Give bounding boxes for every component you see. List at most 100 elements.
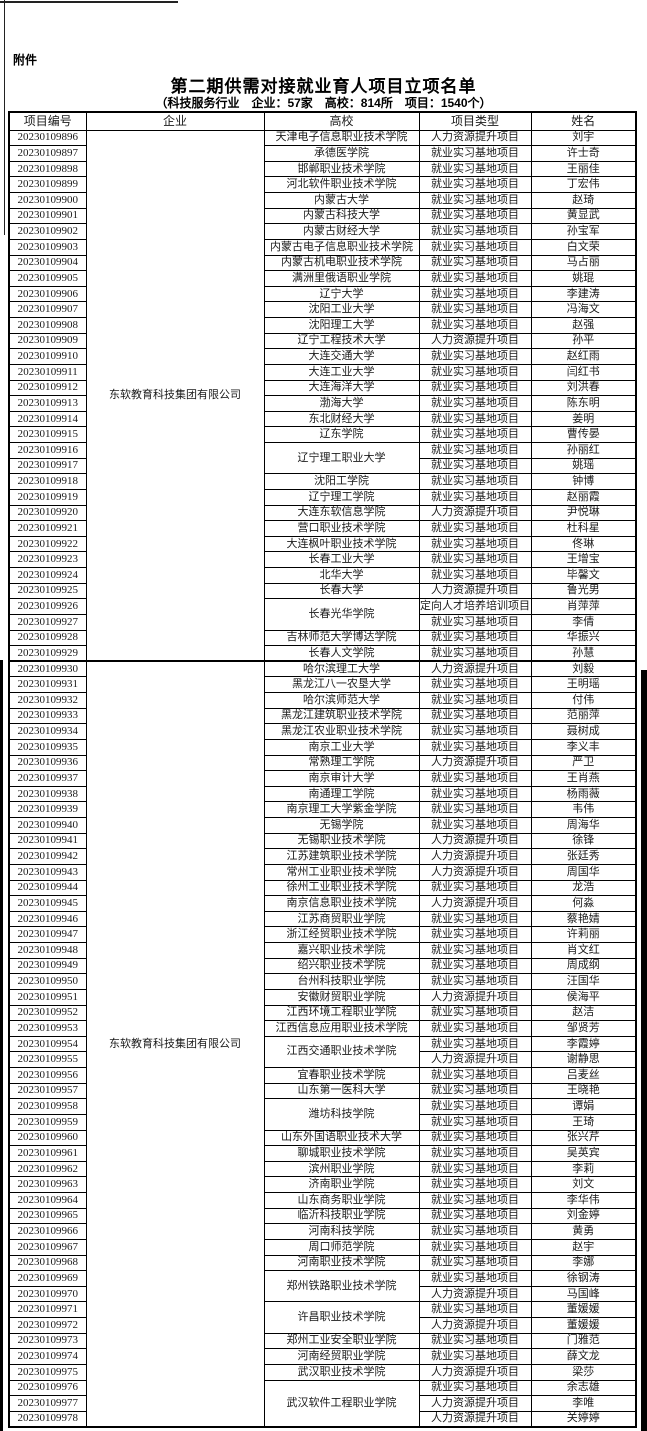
person-name-cell: 汪国华 [530, 973, 637, 990]
project-id-cell: 20230109920 [8, 504, 87, 522]
project-type-cell: 就业实习基地项目 [418, 457, 532, 475]
project-id-cell: 20230109959 [8, 1113, 87, 1131]
table-row: 20230109930 东软教育科技集团有限公司 哈尔滨理工大学 人力资源提升项目 刘毅 [8, 660, 637, 1428]
school-cell: 江西环境工程职业学院 [263, 1004, 420, 1022]
project-id-cell: 20230109913 [8, 395, 87, 412]
project-type-cell: 人力资源提升项目 [418, 848, 532, 865]
project-type-cell: 就业实习基地项目 [418, 379, 532, 397]
project-id-cell: 20230109931 [8, 676, 87, 693]
project-type-cell: 就业实习基地项目 [418, 301, 532, 318]
person-name-cell: 赵强 [530, 317, 637, 334]
project-type-cell: 就业实习基地项目 [418, 395, 532, 412]
school-cell: 渤海大学 [263, 395, 420, 412]
project-id-cell: 20230109939 [8, 801, 87, 818]
scan-edge-right-bar [641, 670, 647, 1431]
table-row: 20230109963 济南职业学院 就业实习基地项目 刘文 [8, 1176, 637, 1193]
table-row: 20230109939 南京理工大学紫金学院 就业实习基地项目 韦伟 [8, 801, 637, 818]
person-name-cell: 王肖燕 [530, 770, 637, 787]
table-row: 20230109957 山东第一医科大学 就业实习基地项目 王晓艳 [8, 1082, 637, 1100]
school-cell: 南通理工学院 [263, 785, 420, 803]
table-row: 20230109971 许昌职业技术学院 就业实习基地项目 董媛媛 [8, 1301, 637, 1334]
school-cell: 黑龙江农业职业技术学院 [263, 723, 420, 740]
project-id-cell: 20230109916 [8, 442, 87, 459]
table-row: 20230109948 嘉兴职业技术学院 就业实习基地项目 肖文红 [8, 942, 637, 959]
table-row: 20230109970 人力资源提升项目 马国峰 [8, 1285, 637, 1303]
school-cell: 黑龙江八一农垦大学 [263, 676, 420, 693]
person-name-cell: 闫红书 [530, 363, 637, 381]
project-id-cell: 20230109948 [8, 942, 87, 959]
school-cell: 大连东软信息学院 [263, 504, 420, 522]
table-row: 20230109922 大连枫叶职业技术学院 就业实习基地项目 佟琳 [8, 535, 637, 553]
school-cell: 临沂科技职业学院 [263, 1207, 420, 1225]
project-type-cell: 就业实习基地项目 [418, 910, 532, 928]
person-name-cell: 王晓艳 [530, 1082, 637, 1100]
school-cell: 南京理工大学紫金学院 [263, 801, 420, 818]
project-id-cell: 20230109909 [8, 332, 87, 350]
project-type-cell: 人力资源提升项目 [418, 1363, 532, 1381]
person-name-cell: 华振兴 [530, 629, 637, 647]
table-row: 20230109913 渤海大学 就业实习基地项目 陈东明 [8, 395, 637, 412]
project-type-cell: 就业实习基地项目 [418, 317, 532, 334]
person-name-cell: 钟博 [530, 473, 637, 490]
project-type-cell: 就业实习基地项目 [418, 223, 532, 240]
project-type-cell: 就业实习基地项目 [418, 1098, 532, 1115]
school-cell: 哈尔滨师范大学 [263, 692, 420, 709]
project-type-cell: 就业实习基地项目 [418, 176, 532, 193]
person-name-cell: 孙慧 [530, 645, 637, 662]
person-name-cell: 孙丽红 [530, 442, 637, 459]
project-type-cell: 就业实习基地项目 [418, 1192, 532, 1209]
school-cell: 浙江经贸职业技术学院 [263, 926, 420, 943]
project-id-cell: 20230109976 [8, 1379, 87, 1397]
person-name-cell: 关婷婷 [530, 1410, 637, 1428]
school-cell: 徐州工业职业技术学院 [263, 879, 420, 897]
page-title: 第二期供需对接就业育人项目立项名单 [170, 77, 477, 96]
school-cell: 宜春职业技术学院 [263, 1067, 420, 1084]
project-id-cell: 20230109930 [8, 660, 87, 678]
person-name-cell: 吴英宾 [530, 1145, 637, 1162]
school-cell: 哈尔滨理工大学 [263, 660, 420, 678]
school-cell: 山东外国语职业技术大学 [263, 1129, 420, 1147]
table-row: 20230109923 长春工业大学 就业实习基地项目 王增宝 [8, 551, 637, 568]
school-cell: 长春大学 [263, 582, 420, 600]
project-id-cell: 20230109935 [8, 738, 87, 756]
school-cell: 江西交通职业技术学院 [263, 1035, 420, 1069]
project-id-cell: 20230109940 [8, 817, 87, 834]
project-id-cell: 20230109970 [8, 1285, 87, 1303]
project-type-cell: 人力资源提升项目 [418, 1395, 532, 1412]
school-cell: 沈阳工学院 [263, 473, 420, 490]
project-id-cell: 20230109962 [8, 1160, 87, 1178]
person-name-cell: 姚瑶 [530, 457, 637, 475]
project-id-cell: 20230109906 [8, 285, 87, 303]
project-type-cell: 就业实习基地项目 [418, 192, 532, 209]
school-cell: 内蒙古电子信息职业技术学院 [263, 238, 420, 256]
project-type-cell: 就业实习基地项目 [418, 1223, 532, 1240]
school-cell: 河南职业技术学院 [263, 1254, 420, 1272]
project-id-cell: 20230109972 [8, 1317, 87, 1334]
person-name-cell: 刘金婷 [530, 1207, 637, 1225]
table-row: 20230109917 就业实习基地项目 姚瑶 [8, 457, 637, 475]
project-id-cell: 20230109923 [8, 551, 87, 568]
project-id-cell: 20230109924 [8, 567, 87, 584]
school-cell: 无锡职业技术学院 [263, 832, 420, 850]
school-cell: 周口师范学院 [263, 1238, 420, 1256]
project-id-cell: 20230109914 [8, 410, 87, 428]
school-cell: 济南职业学院 [263, 1176, 420, 1193]
project-id-cell: 20230109943 [8, 863, 87, 881]
project-id-cell: 20230109960 [8, 1129, 87, 1147]
project-id-cell: 20230109908 [8, 317, 87, 334]
project-type-cell: 就业实习基地项目 [418, 535, 532, 553]
project-type-cell: 就业实习基地项目 [418, 738, 532, 756]
table-row: 20230109969 郑州铁路职业技术学院 就业实习基地项目 徐钢涛 [8, 1270, 637, 1303]
project-type-cell: 就业实习基地项目 [418, 629, 532, 647]
project-type-cell: 就业实习基地项目 [418, 1176, 532, 1193]
school-cell: 沈阳理工大学 [263, 317, 420, 334]
project-id-cell: 20230109978 [8, 1410, 87, 1428]
project-type-cell: 就业实习基地项目 [418, 1129, 532, 1147]
school-cell: 潍坊科技学院 [263, 1098, 420, 1131]
school-cell: 南京信息职业技术学院 [263, 895, 420, 912]
table-row: 20230109901 内蒙古科技大学 就业实习基地项目 黄显武 [8, 207, 637, 225]
column-header-3: 项目类型 [418, 111, 532, 131]
project-id-cell: 20230109955 [8, 1051, 87, 1068]
project-type-cell: 人力资源提升项目 [418, 582, 532, 600]
person-name-cell: 徐钢涛 [530, 1270, 637, 1287]
